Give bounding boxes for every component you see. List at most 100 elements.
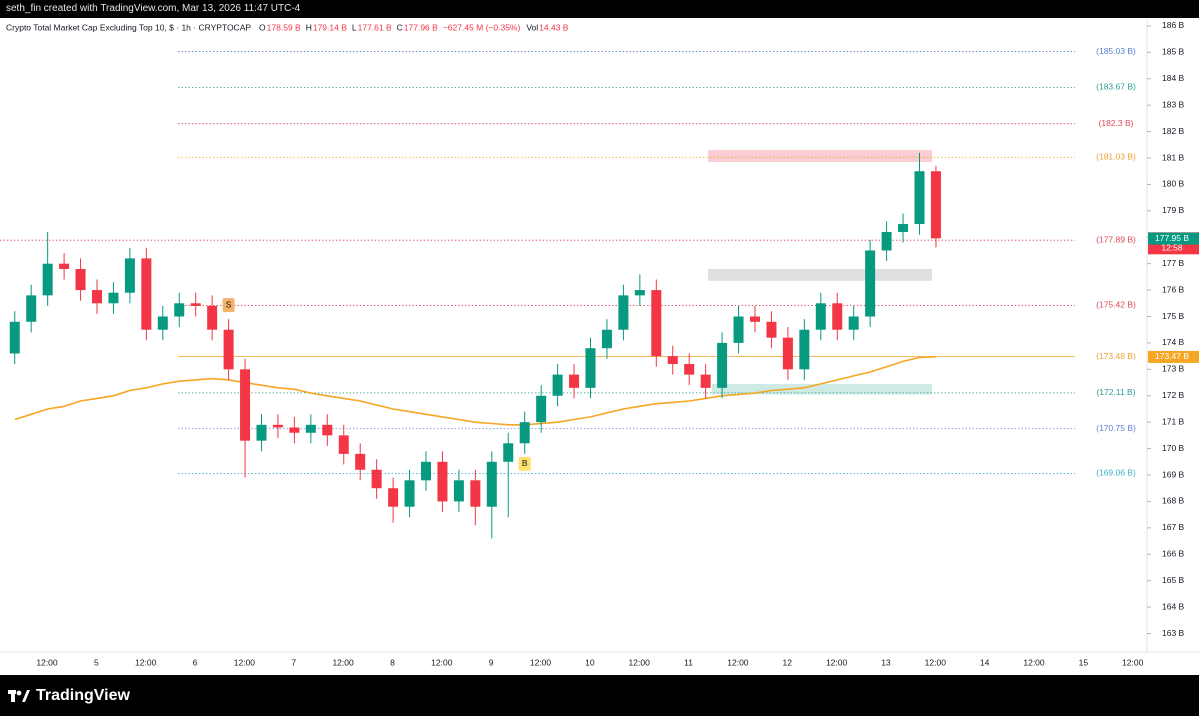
candle-body [371, 469, 382, 489]
y-tick-label: 163 B [1162, 628, 1185, 638]
y-tick-label: 164 B [1162, 601, 1185, 611]
candle-body [338, 435, 349, 454]
x-tick-label: 12:00 [1122, 657, 1144, 667]
candle-body [519, 422, 530, 444]
x-tick-label: 12:00 [826, 657, 848, 667]
signal-marker [518, 456, 531, 471]
y-tick-label: 172 B [1162, 390, 1185, 400]
candle-body [223, 329, 234, 370]
level-label: (182.3 B) [1099, 118, 1134, 128]
ohlc-key: H [306, 22, 312, 32]
candle-body [717, 342, 728, 388]
candle-body [305, 424, 316, 433]
candle-body [536, 395, 547, 423]
candle-body [190, 303, 201, 306]
ohlc-value: 177.96 B [404, 22, 438, 32]
level-label: (172.11 B) [1096, 387, 1135, 397]
y-tick-label: 185 B [1162, 47, 1185, 57]
x-tick-label: 6 [193, 657, 198, 667]
candle-body [618, 295, 629, 330]
candle-body [272, 424, 283, 428]
candle-body [256, 424, 267, 441]
volume-value: 14.43 B [539, 22, 569, 32]
candle-body [26, 295, 37, 322]
logo [8, 689, 30, 702]
x-tick-label: 12 [783, 657, 793, 667]
candle-body [322, 424, 333, 436]
candle-body [470, 480, 481, 507]
ohlc-key: L [352, 22, 357, 32]
candle-body [569, 374, 580, 388]
x-tick-label: 12:00 [135, 657, 157, 667]
candle-body [651, 290, 662, 357]
price-tag-label: 173.47 B [1155, 351, 1189, 361]
signal-marker [222, 298, 235, 313]
candle-body [141, 258, 152, 330]
candle-body [585, 348, 596, 388]
candle-body [601, 329, 612, 349]
candle-body [75, 268, 86, 291]
chart: Crypto Total Market Cap Excluding Top 10… [0, 18, 1199, 675]
candle-body [59, 263, 70, 269]
x-tick-label: 14 [980, 657, 990, 667]
y-tick-label: 167 B [1162, 522, 1185, 532]
change: −627.45 M (−0.35%) [443, 22, 521, 32]
candle-body [124, 258, 135, 293]
x-tick-label: 7 [291, 657, 296, 667]
candle-body [240, 369, 251, 441]
candle-body [799, 329, 810, 370]
chart-title: Crypto Total Market Cap Excluding Top 10… [6, 22, 251, 32]
ohlc-key: O [259, 22, 266, 32]
x-tick-label: 13 [881, 657, 891, 667]
y-tick-label: 186 B [1162, 20, 1185, 30]
candle-body [832, 303, 843, 330]
ohlc-value: 177.61 B [358, 22, 392, 32]
y-tick-label: 170 B [1162, 443, 1185, 453]
price-tag [1148, 232, 1199, 245]
y-tick-label: 177 B [1162, 258, 1185, 268]
ema-line [14, 355, 936, 426]
ohlc-key: C [397, 22, 403, 32]
y-tick-label: 180 B [1162, 179, 1185, 189]
candle-body [92, 290, 102, 304]
candle-body [898, 224, 909, 232]
footer: TradingView [0, 675, 1199, 716]
ohlc-value: 178.59 B [267, 22, 301, 32]
candle-body [914, 171, 925, 225]
level-label: (177.89 B) [1096, 234, 1136, 244]
candle-body [503, 443, 514, 462]
candle-body [355, 453, 366, 470]
price-tag-label: 177.95 B [1155, 233, 1189, 243]
x-tick-label: 12:00 [332, 657, 354, 667]
y-tick-label: 174 B [1162, 337, 1185, 347]
ohlc-value: 179.14 B [313, 22, 347, 32]
x-tick-label: 15 [1079, 657, 1089, 667]
y-tick-label: 171 B [1162, 416, 1185, 426]
y-tick-label: 184 B [1162, 73, 1185, 83]
candle-body [453, 480, 464, 502]
legend: Crypto Total Market Cap Excluding Top 10… [6, 22, 569, 32]
candle-body [437, 461, 448, 502]
candle-body [881, 231, 892, 251]
candle-body [667, 356, 678, 365]
x-tick-label: 12:00 [530, 657, 552, 667]
candle-body [388, 488, 399, 507]
brand: TradingView [36, 686, 130, 704]
y-tick-label: 173 B [1162, 364, 1185, 374]
level-label: (175.42 B) [1096, 300, 1136, 310]
x-tick-label: 9 [489, 657, 494, 667]
chart-background [0, 18, 1199, 675]
candle-body [207, 305, 218, 330]
candle-body [766, 321, 777, 338]
y-tick-label: 183 B [1162, 99, 1185, 109]
candle-body [404, 480, 415, 507]
candle-body [684, 364, 695, 375]
zone [708, 150, 932, 162]
y-tick-label: 166 B [1162, 549, 1185, 559]
level-label: (173.48 B) [1096, 351, 1136, 361]
y-tick-label: 168 B [1162, 496, 1185, 506]
x-tick-label: 5 [94, 657, 99, 667]
candle-body [108, 292, 119, 304]
candle-body [289, 427, 300, 433]
